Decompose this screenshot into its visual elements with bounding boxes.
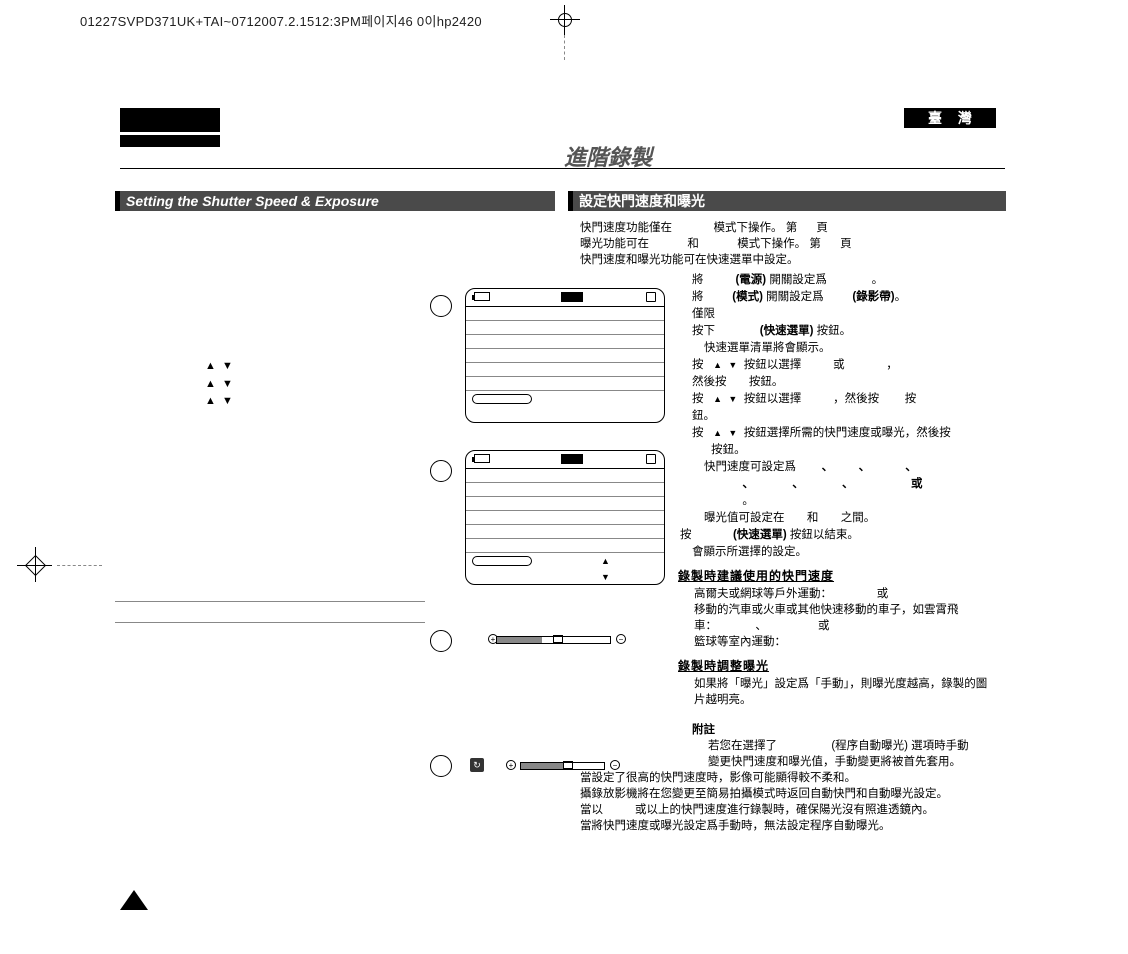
up-triangle-icon: ▲: [205, 378, 216, 390]
section-header-ch: 設定快門速度和曝光: [568, 191, 1006, 211]
callout-circle-7b: [430, 755, 452, 777]
down-triangle-icon: ▼: [222, 360, 233, 372]
note-5: 當將快門速度或曝光設定爲手動時，無法設定程序自動曝光。: [580, 818, 1005, 834]
rule: [115, 622, 425, 623]
callout-circle-3: [430, 295, 452, 317]
up-triangle-icon: ▲: [205, 360, 216, 372]
callout-circle-6: [430, 460, 452, 482]
intro-text: 快門速度功能僅在 模式下操作。 第 頁 曝光功能可在 和 模式下操作。 第 頁 …: [580, 220, 1005, 268]
rec-speed-text: 高爾夫或網球等戶外運動： 或 移動的汽車或火車或其他快速移動的車子，如雲霄飛 車…: [678, 586, 1005, 650]
note-2: 當設定了很高的快門速度時，影像可能顯得較不柔和。: [580, 770, 1005, 786]
registration-mark-top: [555, 10, 575, 60]
marker-icon: [553, 635, 563, 643]
page-corner-triangle-icon: [120, 890, 148, 910]
note-3: 攝錄放影機將在您變更至簡易拍攝模式時返回自動快門和自動曝光設定。: [580, 786, 1005, 802]
plus-icon: +: [506, 760, 516, 770]
up-triangle-icon: ▲: [205, 395, 216, 407]
left-column: ▲ ▼ ▲ ▼ ▲ ▼: [205, 358, 233, 411]
marker-icon: [563, 761, 573, 769]
steps-list: 將 (電源) 開關設定爲 。 將 (模式) 開關設定爲 (錄影帶)。 僅限 按下…: [692, 272, 1005, 526]
divider: [120, 168, 1005, 169]
down-triangle-icon: ▼: [222, 378, 233, 390]
note-1: 若您在選擇了 (程序自動曝光) 選項時手動 變更快門速度和曝光值，手動變更將被首…: [692, 738, 1005, 770]
black-box-2: [120, 135, 220, 147]
right-column: 快門速度功能僅在 模式下操作。 第 頁 曝光功能可在 和 模式下操作。 第 頁 …: [580, 220, 1005, 834]
note-heading: 附註: [692, 722, 1005, 738]
battery-icon: [474, 292, 490, 301]
adj-exposure-text: 如果將「曝光」設定爲「手動」，則曝光度越高，錄製的圖片越明亮。: [678, 676, 1005, 708]
note-4: 當以 或以上的快門速度進行錄製時，確保陽光沒有照進透鏡內。: [580, 802, 1005, 818]
callout-circle-7a: [430, 630, 452, 652]
adj-exposure-heading: 錄製時調整曝光: [678, 658, 1005, 674]
rule: [115, 601, 425, 602]
print-header: 01227SVPD371UK+TAI~0712007.2.1512:3PM페이지…: [80, 11, 482, 30]
section-header-en: Setting the Shutter Speed & Exposure: [115, 191, 555, 211]
black-box-1: [120, 108, 220, 132]
battery-icon: [474, 454, 490, 463]
rec-speed-heading: 錄製時建議使用的快門速度: [678, 568, 1005, 584]
down-triangle-icon: ▼: [222, 395, 233, 407]
refresh-icon: ↻: [470, 758, 484, 772]
region-badge: 臺 灣: [904, 108, 996, 128]
